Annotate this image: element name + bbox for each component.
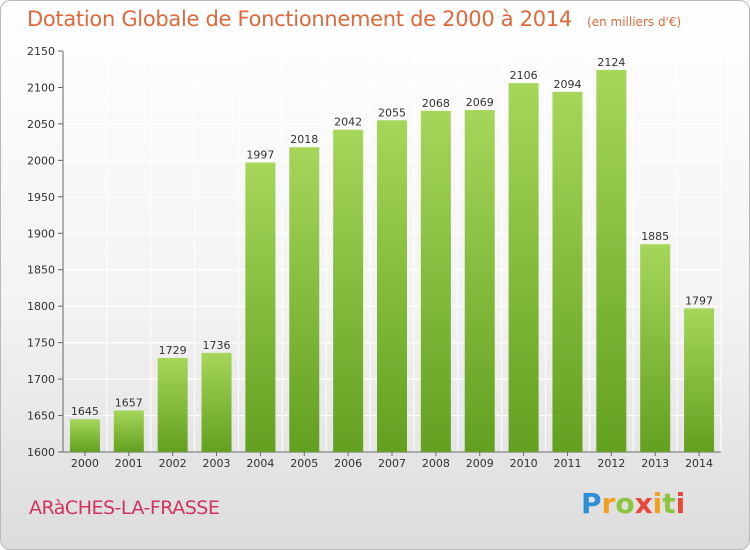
x-tick-label-2007: 2007 — [378, 457, 406, 470]
bar-2014 — [684, 308, 715, 452]
commune-name: ARàCHES-LA-FRASSE — [29, 497, 220, 519]
x-tick-label-2004: 2004 — [246, 457, 274, 470]
logo-letter: P — [581, 487, 602, 520]
chart-unit: (en milliers d'€) — [587, 15, 682, 29]
proxiti-logo: Proxiti — [581, 487, 685, 520]
data-label-2006: 2042 — [334, 116, 362, 129]
data-label-2011: 2094 — [553, 78, 581, 91]
x-tick-label-2008: 2008 — [422, 457, 450, 470]
bars — [69, 69, 715, 453]
y-tick-label: 2050 — [27, 118, 55, 131]
bar-2002 — [157, 357, 188, 452]
y-tick-label: 2150 — [27, 45, 55, 58]
bar-2001 — [113, 410, 144, 452]
data-label-2001: 1657 — [115, 396, 143, 409]
data-label-2014: 1797 — [685, 294, 713, 307]
data-label-2012: 2124 — [597, 56, 625, 69]
logo-letter: i — [675, 487, 686, 520]
x-tick-label-2001: 2001 — [115, 457, 143, 470]
y-tick-label: 1750 — [27, 337, 55, 350]
y-tick-label: 1800 — [27, 300, 55, 313]
y-tick-label: 2100 — [27, 81, 55, 94]
x-tick-label-2009: 2009 — [466, 457, 494, 470]
y-tick-label: 1950 — [27, 191, 55, 204]
y-tick-label: 1900 — [27, 227, 55, 240]
data-label-2004: 1997 — [246, 149, 274, 162]
data-label-2013: 1885 — [641, 230, 669, 243]
chart-title: Dotation Globale de Fonctionnement de 20… — [27, 7, 572, 31]
bar-2011 — [552, 91, 583, 452]
data-label-2000: 1645 — [71, 405, 99, 418]
logo-letter: i — [652, 487, 663, 520]
logo-letter: t — [662, 487, 676, 520]
bar-2007 — [377, 120, 407, 452]
x-tick-label-2011: 2011 — [553, 457, 581, 470]
x-tick-label-2012: 2012 — [597, 457, 625, 470]
y-tick-label: 1600 — [27, 446, 55, 459]
data-label-2009: 2069 — [466, 96, 494, 109]
title-row: Dotation Globale de Fonctionnement de 20… — [27, 7, 681, 31]
x-tick-label-2003: 2003 — [203, 457, 231, 470]
x-tick-label-2013: 2013 — [641, 457, 669, 470]
data-label-2003: 1736 — [203, 339, 231, 352]
x-tick-label-2002: 2002 — [159, 457, 187, 470]
bar-2012 — [596, 69, 627, 452]
x-tick-label-2010: 2010 — [510, 457, 538, 470]
bar-2013 — [640, 244, 671, 452]
x-tick-label-2005: 2005 — [290, 457, 318, 470]
bar-2008 — [420, 110, 451, 452]
y-tick-label: 1650 — [27, 410, 55, 423]
bar-2003 — [201, 352, 232, 452]
data-label-2005: 2018 — [290, 133, 318, 146]
y-tick-label: 1850 — [27, 264, 55, 277]
bar-2005 — [289, 147, 320, 453]
x-tick-label-2000: 2000 — [71, 457, 99, 470]
x-tick-label-2006: 2006 — [334, 457, 362, 470]
logo-letter: o — [615, 487, 635, 520]
y-tick-label: 1700 — [27, 373, 55, 386]
bar-2010 — [508, 83, 539, 452]
labels: 1600 1650 1700 1750 1800 1850 1900 1950 2000 2050… — [27, 45, 713, 470]
data-label-2010: 2106 — [510, 69, 538, 82]
logo-letter: r — [601, 487, 616, 520]
bar-2009 — [464, 110, 495, 452]
logo-letter: x — [634, 487, 653, 520]
data-label-2007: 2055 — [378, 106, 406, 119]
bar-2004 — [245, 162, 276, 452]
data-label-2002: 1729 — [159, 344, 187, 357]
y-tick-label: 2000 — [27, 154, 55, 167]
x-tick-label-2014: 2014 — [685, 457, 713, 470]
bar-2006 — [333, 129, 364, 452]
bar-2000 — [69, 419, 100, 452]
data-label-2008: 2068 — [422, 97, 450, 110]
